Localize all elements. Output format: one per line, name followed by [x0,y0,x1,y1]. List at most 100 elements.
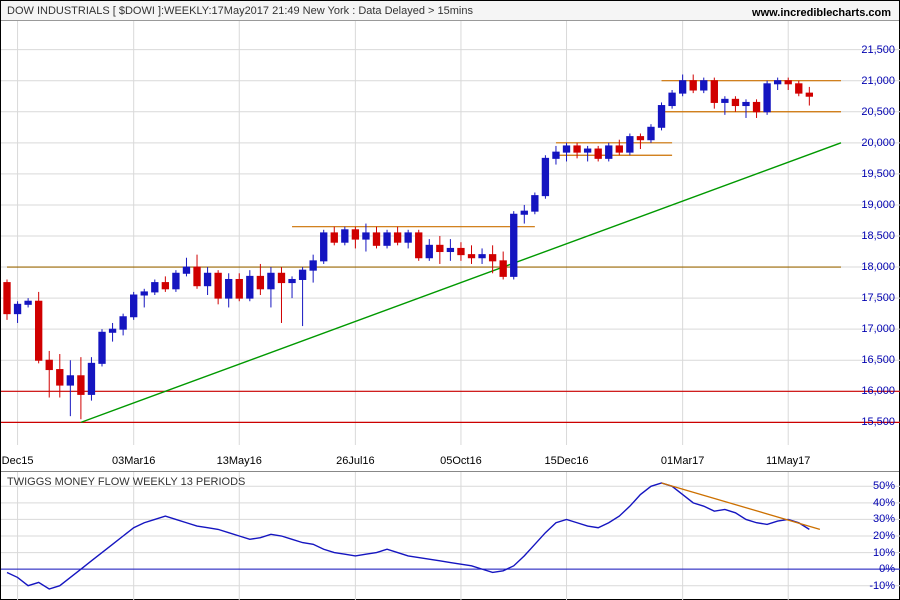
candle[interactable] [606,146,612,158]
y-axis-label: 15,500 [861,416,895,428]
candle[interactable] [67,376,73,385]
candle[interactable] [141,292,147,295]
candle[interactable] [595,149,601,158]
candle[interactable] [152,283,158,292]
candle[interactable] [489,255,495,261]
main-price-panel[interactable]: 15,50016,00016,50017,00017,50018,00018,5… [1,21,899,471]
candle[interactable] [679,81,685,93]
candle[interactable] [511,214,517,276]
candle[interactable] [183,267,189,273]
candle[interactable] [204,273,210,285]
candle[interactable] [226,279,232,298]
candle[interactable] [46,360,52,369]
candle[interactable] [468,255,474,258]
y-axis-label: 18,000 [861,261,895,273]
candle[interactable] [405,233,411,242]
candle[interactable] [711,81,717,103]
candle[interactable] [289,279,295,282]
indicator-y-label: 20% [873,530,895,542]
candle[interactable] [57,370,63,386]
x-axis-label: Dec15 [2,455,34,467]
candle[interactable] [268,273,274,289]
candle[interactable] [701,81,707,90]
candle[interactable] [363,233,369,239]
candle[interactable] [278,273,284,282]
chart-title: DOW INDUSTRIALS [ $DOWI ]:WEEKLY:17May20… [7,5,473,17]
candle[interactable] [774,81,780,84]
candle[interactable] [437,245,443,251]
candle[interactable] [574,146,580,152]
candle[interactable] [373,233,379,245]
candle[interactable] [753,102,759,111]
x-axis-label: 26Jul16 [336,455,375,467]
candle[interactable] [109,329,115,332]
y-axis-label: 20,000 [861,137,895,149]
candle[interactable] [394,233,400,242]
candle[interactable] [447,248,453,251]
candle[interactable] [637,137,643,140]
candle[interactable] [553,152,559,158]
candle[interactable] [542,158,548,195]
candle[interactable] [669,93,675,105]
y-axis-label: 17,500 [861,292,895,304]
candle[interactable] [658,106,664,128]
y-axis-label: 18,500 [861,230,895,242]
candle[interactable] [36,301,42,360]
candle[interactable] [796,84,802,93]
candle[interactable] [215,273,221,298]
candle[interactable] [310,261,316,270]
chart-container: DOW INDUSTRIALS [ $DOWI ]:WEEKLY:17May20… [0,0,900,600]
indicator-panel[interactable]: TWIGGS MONEY FLOW WEEKLY 13 PERIODS -10%… [1,471,899,599]
candle[interactable] [521,211,527,214]
y-axis-label: 20,500 [861,106,895,118]
indicator-title: TWIGGS MONEY FLOW WEEKLY 13 PERIODS [7,476,245,488]
candle[interactable] [648,127,654,139]
candle[interactable] [352,230,358,239]
candle[interactable] [321,233,327,261]
x-axis-label: 05Oct16 [440,455,482,467]
candle[interactable] [616,146,622,152]
x-axis-label: 11May17 [766,455,810,467]
candle[interactable] [25,301,31,304]
candle[interactable] [99,332,105,363]
candle[interactable] [416,233,422,258]
indicator-y-label: 10% [873,547,895,559]
candle[interactable] [479,255,485,258]
y-axis-label: 17,000 [861,323,895,335]
candle[interactable] [236,279,242,298]
candle[interactable] [247,276,253,298]
candle[interactable] [331,233,337,242]
candle[interactable] [500,261,506,277]
candle[interactable] [743,102,749,105]
candle[interactable] [806,93,812,96]
candle[interactable] [88,363,94,394]
indicator-y-label: 50% [873,480,895,492]
candle[interactable] [342,230,348,242]
candle[interactable] [764,84,770,112]
candle[interactable] [426,245,432,257]
y-axis-label: 19,500 [861,168,895,180]
candle[interactable] [14,304,20,313]
candle[interactable] [173,273,179,289]
candle[interactable] [384,233,390,245]
candle[interactable] [4,283,10,314]
candle[interactable] [627,137,633,153]
candle[interactable] [722,99,728,102]
candle[interactable] [732,99,738,105]
chart-header: DOW INDUSTRIALS [ $DOWI ]:WEEKLY:17May20… [1,1,899,21]
candle[interactable] [194,267,200,286]
candle[interactable] [690,81,696,90]
candle[interactable] [299,270,305,279]
candle[interactable] [532,196,538,212]
indicator-y-label: -10% [869,580,895,592]
candle[interactable] [162,283,168,289]
candle[interactable] [257,276,263,288]
candle[interactable] [785,81,791,84]
candle[interactable] [563,146,569,152]
candle[interactable] [120,317,126,329]
candle[interactable] [131,295,137,317]
candle[interactable] [458,248,464,254]
x-axis-label: 15Dec16 [544,455,588,467]
candle[interactable] [78,376,84,395]
candle[interactable] [584,149,590,152]
